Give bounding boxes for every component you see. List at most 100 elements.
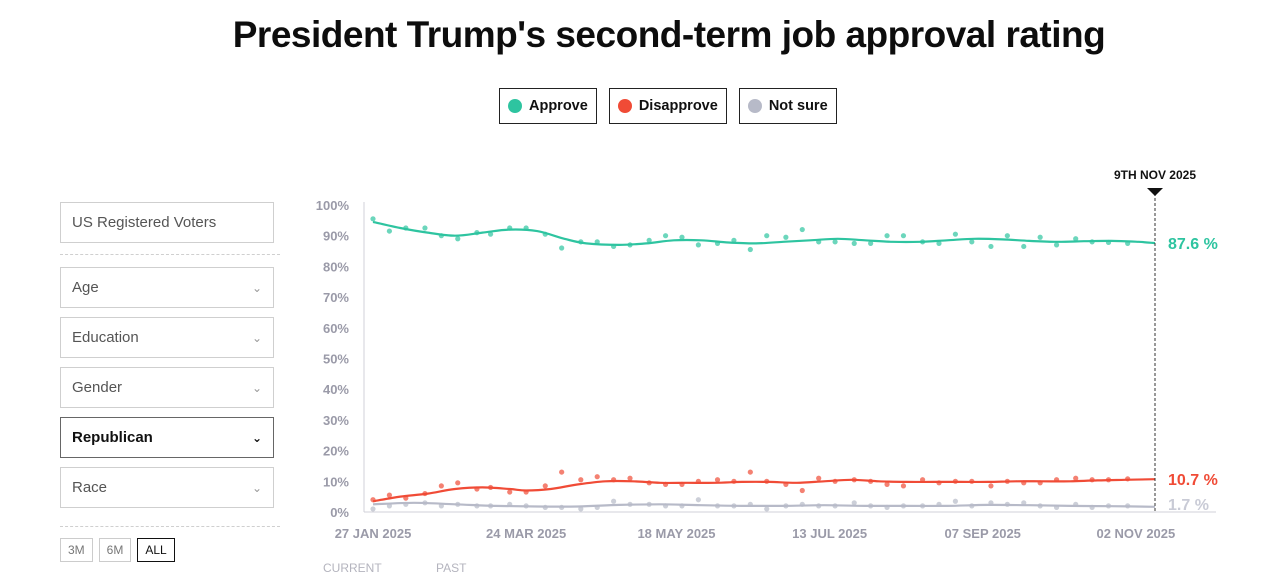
approve-data-point (559, 245, 565, 251)
approve-data-point (695, 242, 701, 248)
approve-data-point (662, 233, 669, 239)
population-label: US Registered Voters (72, 214, 217, 231)
approve-data-point (868, 240, 874, 246)
approve-data-point (646, 237, 652, 243)
y-tick-label: 60% (323, 321, 349, 336)
chevron-down-icon: ⌄ (251, 480, 262, 495)
disapprove-data-point (816, 475, 822, 481)
chevron-down-icon: ⌄ (251, 380, 262, 395)
y-tick-label: 10% (323, 474, 349, 489)
chart-title: President Trump's second-term job approv… (232, 14, 1106, 55)
approve-data-point (1021, 243, 1027, 250)
race-dropdown[interactable]: Race ⌄ (60, 467, 274, 508)
legend-not-sure[interactable]: Not sure (738, 88, 837, 124)
range-all-button[interactable]: ALL (137, 538, 175, 562)
range-buttons: 3M 6M ALL (60, 538, 175, 562)
y-tick-label: 100% (316, 198, 350, 213)
past-label: PAST (436, 561, 467, 575)
y-tick-label: 50% (323, 352, 349, 367)
approve-data-point (936, 240, 942, 246)
age-dropdown[interactable]: Age ⌄ (60, 267, 274, 308)
y-tick-label: 70% (323, 290, 349, 305)
current-label: CURRENT (323, 561, 382, 575)
not-sure-data-point (370, 506, 376, 512)
approve-data-point (900, 233, 907, 239)
y-tick-label: 80% (323, 259, 349, 274)
not-sure-data-point (952, 498, 958, 504)
not-sure-data-point (695, 497, 701, 503)
disapprove-data-point (438, 483, 444, 489)
disapprove-data-point (1073, 475, 1079, 481)
chevron-down-icon: ⌄ (251, 430, 262, 445)
party-label: Republican (72, 429, 153, 446)
disapprove-data-point (747, 469, 753, 475)
range-3m-button[interactable]: 3M (60, 538, 93, 562)
approve-trend-line (372, 220, 1156, 247)
legend: Approve Disapprove Not sure (499, 88, 837, 124)
approve-data-point (370, 216, 376, 222)
approve-data-point (747, 246, 753, 253)
divider (60, 254, 280, 255)
approve-data-point (783, 234, 789, 240)
education-label: Education (72, 329, 139, 346)
disapprove-trend-line (372, 478, 1156, 503)
party-dropdown[interactable]: Republican ⌄ (60, 417, 274, 458)
approve-data-point (487, 231, 494, 237)
y-tick-label: 30% (323, 413, 349, 428)
x-tick-label: 13 JUL 2025 (792, 526, 867, 541)
disapprove-data-point (507, 489, 513, 495)
x-tick-label: 18 MAY 2025 (637, 526, 715, 541)
not-sure-data-point (578, 506, 584, 512)
disapprove-data-point (559, 469, 565, 475)
legend-disapprove[interactable]: Disapprove (608, 88, 727, 124)
legend-approve[interactable]: Approve (499, 88, 597, 124)
approve-data-point (1053, 242, 1060, 248)
education-dropdown[interactable]: Education ⌄ (60, 317, 274, 358)
disapprove-data-point (578, 477, 584, 483)
gender-dropdown[interactable]: Gender ⌄ (60, 367, 274, 408)
x-tick-label: 02 NOV 2025 (1096, 526, 1175, 541)
approve-data-point (884, 233, 890, 239)
race-label: Race (72, 479, 108, 496)
marker-arrow-icon (1147, 188, 1163, 196)
filter-panel: US Registered Voters Age ⌄ Education ⌄ G… (60, 202, 280, 527)
not-sure-data-point (764, 506, 770, 512)
approve-dot-icon (508, 99, 522, 113)
y-tick-label: 40% (323, 382, 349, 397)
y-tick-label: 20% (323, 444, 349, 459)
approve-data-point (764, 233, 770, 239)
disapprove-current-value: 10.7 % (1168, 472, 1218, 489)
population-select[interactable]: US Registered Voters (60, 202, 274, 243)
approve-data-point (1037, 234, 1043, 240)
divider (60, 526, 280, 527)
y-tick-label: 0% (330, 505, 349, 520)
y-tick-label: 90% (323, 229, 349, 244)
approve-data-point (455, 236, 461, 242)
range-6m-button[interactable]: 6M (98, 538, 132, 562)
x-tick-label: 24 MAR 2025 (486, 526, 566, 541)
not-sure-dot-icon (747, 99, 762, 113)
approve-data-point (1004, 233, 1010, 239)
approve-data-point (799, 226, 805, 233)
x-tick-label: 07 SEP 2025 (945, 526, 1021, 541)
disapprove-data-point (714, 477, 721, 483)
approve-data-point (988, 243, 994, 250)
disapprove-data-point (627, 475, 633, 481)
approve-data-point (952, 231, 958, 237)
disapprove-data-point (594, 474, 600, 480)
approve-data-point (422, 225, 428, 231)
approve-current-value: 87.6 % (1168, 236, 1218, 253)
not-sure-trend-line (372, 501, 1156, 508)
disapprove-dot-icon (617, 99, 632, 113)
disapprove-data-point (386, 492, 393, 498)
disapprove-data-point (900, 483, 907, 489)
current-date-label: 9TH NOV 2025 (1114, 168, 1196, 182)
approve-data-point (679, 234, 685, 240)
legend-not-sure-label: Not sure (768, 98, 828, 114)
legend-disapprove-label: Disapprove (638, 98, 718, 114)
not-sure-current-value: 1.7 % (1168, 497, 1209, 514)
approve-data-point (386, 228, 393, 234)
approve-data-point (731, 237, 737, 243)
not-sure-data-point (851, 500, 857, 506)
